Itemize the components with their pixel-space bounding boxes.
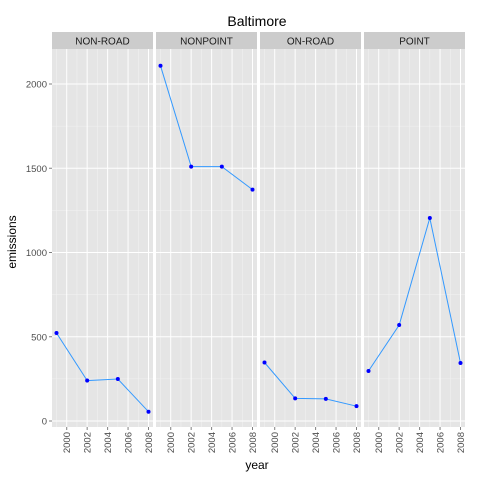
- data-point: [158, 63, 163, 68]
- x-tick-label: 2006: [228, 432, 239, 453]
- y-tick-label: 1000: [26, 248, 47, 259]
- facet-strip-label: POINT: [399, 37, 430, 48]
- x-tick-label: 2008: [248, 432, 259, 453]
- facet-panel: NONPOINT 2000 2002 2004 2006 2008: [156, 32, 259, 453]
- x-tick-label: 2002: [291, 432, 302, 453]
- facet-strip-label: NONPOINT: [180, 37, 233, 48]
- y-axis-label: emissions: [5, 215, 19, 268]
- x-tick-label: 2006: [124, 432, 135, 453]
- x-tick-label: 2006: [436, 432, 447, 453]
- x-tick-label: 2002: [83, 432, 94, 453]
- panel-background: [156, 49, 257, 427]
- panel-background: [52, 49, 153, 427]
- x-tick-label: 2004: [103, 432, 114, 453]
- facet-panels: NON-ROAD 2000 2002 2004 2006 2008 NONPOINT 2000…: [52, 32, 467, 453]
- facet-strip: [156, 32, 257, 49]
- x-tick-label: 2002: [187, 432, 198, 453]
- x-tick-label: 2004: [207, 432, 218, 453]
- data-point: [189, 164, 194, 169]
- facet-strip: [260, 32, 361, 49]
- x-tick-label: 2000: [166, 432, 177, 453]
- data-point: [323, 396, 328, 401]
- series-line: [160, 65, 253, 191]
- data-point: [250, 187, 255, 192]
- facet-panel: POINT 2000 2002 2004 2006 2008: [364, 32, 467, 453]
- panel-background: [364, 49, 465, 427]
- y-tick-label: 500: [31, 332, 47, 343]
- x-axis-label: year: [245, 458, 268, 472]
- facet-strip-label: ON-ROAD: [287, 37, 334, 48]
- x-tick-label: 2008: [352, 432, 363, 453]
- y-tick-label: 1500: [26, 164, 47, 175]
- facet-strip: [364, 32, 465, 49]
- data-point: [54, 331, 59, 336]
- x-tick-label: 2002: [395, 432, 406, 453]
- data-point: [354, 404, 359, 409]
- data-point: [397, 322, 402, 327]
- facet-strip-label: NON-ROAD: [75, 37, 129, 48]
- data-point: [366, 368, 371, 373]
- series-line: [264, 362, 357, 407]
- x-tick-label: 2000: [270, 432, 281, 453]
- data-point: [427, 215, 432, 220]
- series-line: [368, 217, 461, 372]
- facet-panel: NON-ROAD 2000 2002 2004 2006 2008: [52, 32, 155, 453]
- x-tick-label: 2006: [332, 432, 343, 453]
- chart-title: Baltimore: [227, 13, 286, 29]
- data-point: [458, 361, 463, 366]
- y-tick-label: 2000: [26, 80, 47, 91]
- series-line: [56, 332, 149, 413]
- panel-background: [260, 49, 361, 427]
- data-point: [115, 377, 120, 382]
- x-tick-label: 2008: [456, 432, 467, 453]
- data-point: [219, 164, 224, 169]
- data-point: [262, 360, 267, 365]
- facet-strip: [52, 32, 153, 49]
- data-point: [146, 409, 151, 414]
- data-point: [85, 378, 90, 383]
- x-tick-label: 2008: [144, 432, 155, 453]
- x-tick-label: 2004: [311, 432, 322, 453]
- x-tick-label: 2000: [62, 432, 73, 453]
- y-axis-ticks: 0 500 1000 1500 2000: [26, 80, 52, 428]
- data-point: [293, 396, 298, 401]
- y-tick-label: 0: [42, 417, 47, 428]
- x-tick-label: 2004: [415, 432, 426, 453]
- x-tick-label: 2000: [374, 432, 385, 453]
- facet-panel: ON-ROAD 2000 2002 2004 2006 2008: [260, 32, 363, 453]
